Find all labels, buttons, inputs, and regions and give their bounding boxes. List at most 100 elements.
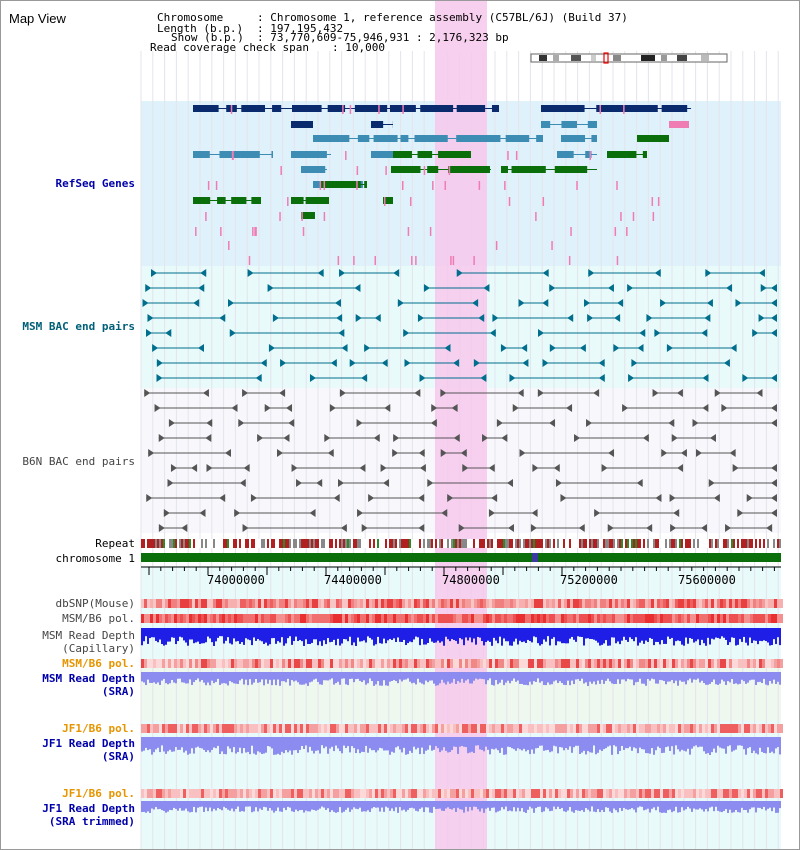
depth-bar <box>749 628 751 638</box>
depth-bar <box>519 801 521 812</box>
depth-bar <box>697 737 699 748</box>
bac-end-arrow <box>397 299 404 307</box>
heat-cell <box>237 724 240 733</box>
depth-bar <box>577 628 579 637</box>
bac-end-arrow <box>338 329 345 337</box>
heat-cell <box>612 789 615 798</box>
bac-end-arrow <box>723 359 730 367</box>
repeat-element <box>161 539 163 548</box>
heat-cell <box>309 614 312 623</box>
bac-end-arrow <box>593 389 600 397</box>
depth-bar <box>573 737 575 748</box>
heat-cell <box>645 659 648 668</box>
repeat-element <box>279 539 281 548</box>
repeat-element <box>635 539 637 548</box>
heat-cell <box>423 789 426 798</box>
depth-bar <box>561 628 563 644</box>
heat-cell <box>279 659 282 668</box>
depth-bar <box>295 672 297 681</box>
heat-cell <box>456 789 459 798</box>
depth-bar <box>719 672 721 684</box>
depth-bar <box>157 801 159 810</box>
track-label-b6n-bac[interactable]: B6N BAC end pairs <box>22 455 135 468</box>
depth-bar <box>311 801 313 810</box>
heat-cell <box>726 659 729 668</box>
heat-cell <box>690 659 693 668</box>
depth-bar <box>623 737 625 750</box>
depth-bar <box>711 801 713 807</box>
track-label-msm-bac[interactable]: MSM BAC end pairs <box>22 320 135 333</box>
bac-end-arrow <box>483 284 490 292</box>
heat-cell <box>546 599 549 608</box>
gene-tick <box>374 256 377 265</box>
depth-bar <box>311 628 313 643</box>
repeat-element <box>171 539 173 548</box>
depth-bar <box>551 672 553 685</box>
heat-cell <box>600 789 603 798</box>
depth-bar <box>477 672 479 680</box>
depth-bar <box>459 801 461 810</box>
depth-bar <box>737 672 739 685</box>
depth-bar <box>771 801 773 812</box>
depth-bar <box>645 737 647 754</box>
repeat-element <box>395 539 397 548</box>
bac-end-arrow <box>288 419 295 427</box>
gene-tick <box>220 227 222 236</box>
gene-exon <box>291 151 327 158</box>
depth-bar <box>683 628 685 646</box>
depth-bar <box>289 628 291 637</box>
bac-end-arrow <box>329 404 336 412</box>
depth-bar <box>523 737 525 749</box>
gene-exon <box>491 105 499 112</box>
gene-exon <box>561 135 586 142</box>
heat-cell <box>540 599 543 608</box>
heat-cell <box>240 789 243 798</box>
depth-bar <box>241 737 243 754</box>
depth-bar <box>553 672 555 682</box>
repeat-element <box>369 539 371 548</box>
heat-cell <box>423 659 426 668</box>
ideogram-band <box>641 55 655 61</box>
heat-cell <box>549 599 552 608</box>
depth-bar <box>645 801 647 810</box>
repeat-element <box>463 539 465 548</box>
depth-bar <box>767 801 769 809</box>
depth-bar <box>727 737 729 747</box>
heat-cell <box>477 724 480 733</box>
bac-end-arrow <box>766 524 773 532</box>
depth-bar <box>473 672 475 681</box>
heat-cell <box>240 659 243 668</box>
heat-cell <box>774 724 777 733</box>
gene-tick <box>205 212 207 221</box>
depth-bar <box>383 628 385 639</box>
bac-end-arrow <box>549 284 556 292</box>
depth-bar <box>203 672 205 683</box>
depth-bar <box>313 628 315 640</box>
depth-bar <box>305 801 307 811</box>
bac-end-arrow <box>532 464 539 472</box>
heat-cell <box>525 614 528 623</box>
heat-cell <box>453 789 456 798</box>
heat-cell <box>420 659 423 668</box>
repeat-element <box>711 539 713 548</box>
depth-bar <box>759 672 761 682</box>
depth-bar <box>327 801 329 809</box>
track-label-refseq[interactable]: RefSeq Genes <box>55 177 135 190</box>
depth-bar <box>621 801 623 811</box>
repeat-element <box>267 539 269 548</box>
gene-exon <box>669 121 689 128</box>
heat-cell <box>735 659 738 668</box>
heat-cell <box>393 659 396 668</box>
depth-bar <box>159 672 161 685</box>
depth-bar <box>159 737 161 753</box>
depth-bar <box>679 628 681 642</box>
depth-bar <box>631 628 633 640</box>
depth-bar <box>165 801 167 813</box>
heat-cell <box>543 724 546 733</box>
heat-cell <box>393 724 396 733</box>
bac-end-arrow <box>713 494 720 502</box>
depth-bar <box>479 801 481 812</box>
heat-cell <box>762 659 765 668</box>
depth-bar <box>511 628 513 646</box>
